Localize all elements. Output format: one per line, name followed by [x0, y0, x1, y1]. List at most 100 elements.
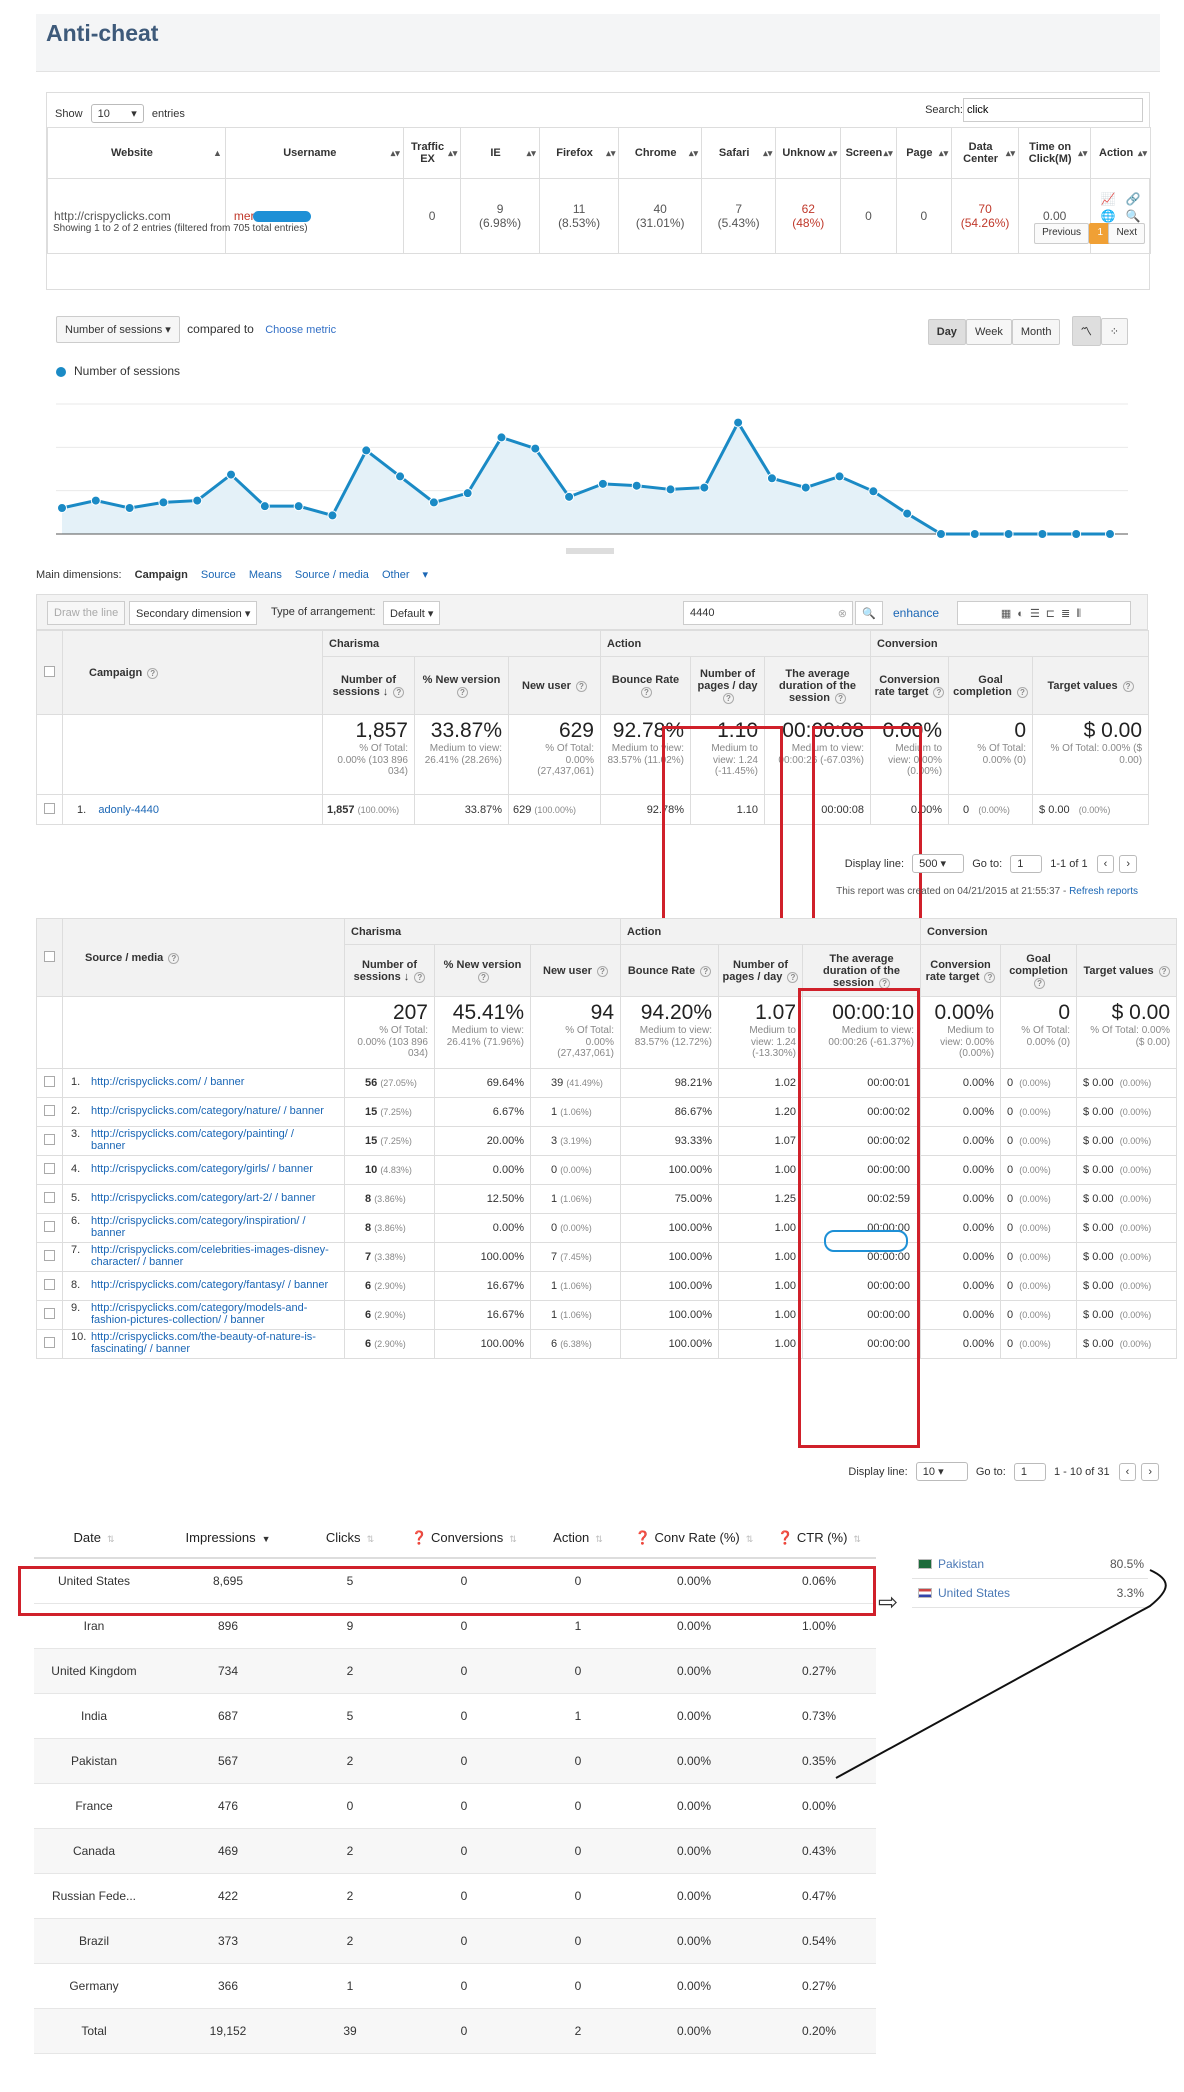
- col-firefox[interactable]: Firefox ▴▾: [538, 127, 620, 179]
- source-link[interactable]: http://crispyclicks.com/the-beauty-of-na…: [91, 1331, 316, 1355]
- data-point[interactable]: [564, 491, 575, 502]
- row-checkbox[interactable]: [44, 1279, 55, 1290]
- row-checkbox[interactable]: [44, 1134, 55, 1145]
- region-name[interactable]: Pakistan: [938, 1557, 985, 1571]
- next-button[interactable]: Next: [1108, 223, 1145, 244]
- dim-campaign[interactable]: Campaign: [134, 569, 188, 581]
- metric-select[interactable]: Number of sessions ▾: [56, 316, 180, 343]
- filter-input[interactable]: 4440 ⊗: [683, 601, 853, 625]
- col-ctr-[interactable]: ❓ CTR (%) ⇅: [762, 1518, 876, 1559]
- draw-line-button[interactable]: Draw the line: [47, 601, 126, 625]
- col-1[interactable]: % New version ?: [434, 944, 531, 997]
- data-point[interactable]: [834, 471, 845, 482]
- row-checkbox[interactable]: [44, 1105, 55, 1116]
- col-2[interactable]: New user ?: [508, 656, 601, 715]
- secondary-dimension-select[interactable]: Secondary dimension ▾: [129, 601, 258, 625]
- data-point[interactable]: [395, 471, 406, 482]
- col-4[interactable]: Number of pages / day ?: [718, 944, 803, 997]
- data-point[interactable]: [597, 478, 608, 489]
- source-link[interactable]: http://crispyclicks.com/category/art-2/ …: [91, 1192, 316, 1205]
- row-checkbox[interactable]: [44, 1337, 55, 1348]
- region-name[interactable]: United States: [938, 1586, 1011, 1600]
- data-point[interactable]: [57, 503, 67, 513]
- data-point[interactable]: [1037, 529, 1048, 539]
- col-8[interactable]: Target values ?: [1076, 944, 1178, 997]
- data-point[interactable]: [935, 529, 946, 539]
- motion-chart-icon[interactable]: ⁘: [1100, 318, 1128, 345]
- col-3[interactable]: Bounce Rate ?: [620, 944, 719, 997]
- enhance-link[interactable]: enhance: [893, 606, 940, 620]
- search-icon[interactable]: 🔍: [1125, 209, 1141, 223]
- data-point[interactable]: [226, 469, 237, 480]
- col-clicks[interactable]: Clicks ⇅: [302, 1518, 398, 1559]
- data-point[interactable]: [665, 484, 676, 495]
- col-action[interactable]: Action ⇅: [530, 1518, 626, 1559]
- col-campaign[interactable]: Campaign ?: [62, 630, 323, 715]
- dim-means[interactable]: Means: [248, 569, 282, 581]
- source-link[interactable]: http://crispyclicks.com/ / banner: [91, 1076, 245, 1089]
- search-input[interactable]: [963, 98, 1143, 122]
- source-link[interactable]: http://crispyclicks.com/category/inspira…: [91, 1215, 306, 1239]
- view-switcher-icons[interactable]: ▦◐☰⊏≣⦀: [957, 601, 1131, 625]
- col-0[interactable]: Number of sessions ↓ ?: [322, 656, 415, 715]
- col-7[interactable]: Goal completion ?: [948, 656, 1034, 715]
- source-link[interactable]: http://crispyclicks.com/category/girls/ …: [91, 1163, 313, 1176]
- col-traffic-ex[interactable]: Traffic EX ▴▾: [402, 127, 462, 179]
- col-ie[interactable]: IE ▴▾: [460, 127, 540, 179]
- col-screen[interactable]: Screen ▴▾: [840, 127, 897, 179]
- data-point[interactable]: [699, 482, 710, 493]
- data-point[interactable]: [766, 473, 777, 484]
- col-8[interactable]: Target values ?: [1032, 656, 1150, 715]
- data-point[interactable]: [259, 501, 270, 512]
- week-button[interactable]: Week: [965, 319, 1012, 345]
- data-point[interactable]: [361, 445, 372, 456]
- col-date[interactable]: Date ⇅: [34, 1518, 154, 1559]
- previous-button[interactable]: Previous: [1034, 223, 1089, 244]
- select-all-checkbox[interactable]: [44, 950, 55, 962]
- line-chart-icon[interactable]: 〽: [1071, 316, 1101, 346]
- col-conversions[interactable]: ❓ Conversions ⇅: [398, 1518, 530, 1559]
- dim-source[interactable]: Source: [200, 569, 236, 581]
- col-source-media[interactable]: Source / media ?: [62, 918, 345, 997]
- source-link[interactable]: http://crispyclicks.com/category/models-…: [91, 1302, 308, 1326]
- col-6[interactable]: Conversion rate target ?: [870, 656, 950, 715]
- data-point[interactable]: [90, 495, 101, 506]
- display-line-select[interactable]: 500 ▾: [912, 854, 965, 873]
- col-4[interactable]: Number of pages / day ?: [690, 656, 765, 715]
- col-unknow[interactable]: Unknow ▴▾: [775, 127, 842, 179]
- col-action[interactable]: Action ▴▾: [1090, 127, 1151, 179]
- data-point[interactable]: [462, 488, 473, 499]
- col-conv-rate-[interactable]: ❓ Conv Rate (%) ⇅: [626, 1518, 762, 1559]
- data-point[interactable]: [158, 497, 169, 508]
- goto-input[interactable]: 1: [1010, 855, 1043, 873]
- clear-icon[interactable]: ⊗: [837, 608, 847, 620]
- data-point[interactable]: [293, 501, 304, 512]
- data-point[interactable]: [192, 495, 203, 506]
- data-point[interactable]: [327, 510, 338, 521]
- data-point[interactable]: [969, 529, 980, 539]
- prev-page-icon[interactable]: ‹: [1096, 855, 1115, 873]
- campaign-link[interactable]: adonly-4440: [98, 803, 159, 816]
- row-checkbox[interactable]: [44, 1163, 55, 1174]
- row-checkbox[interactable]: [44, 1192, 55, 1203]
- source-link[interactable]: http://crispyclicks.com/category/fantasy…: [91, 1279, 329, 1292]
- resize-handle[interactable]: [566, 548, 614, 554]
- search-icon[interactable]: 🔍: [855, 601, 883, 625]
- data-point[interactable]: [1071, 529, 1082, 539]
- row-checkbox[interactable]: [44, 1308, 55, 1319]
- source-link[interactable]: http://crispyclicks.com/category/paintin…: [91, 1128, 294, 1152]
- prev-page-icon[interactable]: ‹: [1118, 1463, 1137, 1481]
- data-point[interactable]: [733, 417, 744, 428]
- link-icon[interactable]: 🔗: [1125, 192, 1141, 206]
- col-page[interactable]: Page ▴▾: [895, 127, 953, 179]
- col-chrome[interactable]: Chrome ▴▾: [618, 127, 703, 179]
- source-link[interactable]: http://crispyclicks.com/category/nature/…: [91, 1105, 324, 1118]
- data-point[interactable]: [631, 480, 642, 491]
- col-time-on-click[interactable]: Time on Click(M) ▴▾: [1018, 127, 1092, 179]
- goto-input[interactable]: 1: [1013, 1463, 1046, 1481]
- next-page-icon[interactable]: ›: [1119, 855, 1137, 873]
- source-link[interactable]: http://crispyclicks.com/celebrities-imag…: [91, 1244, 329, 1268]
- select-all-checkbox[interactable]: [44, 665, 55, 677]
- data-point[interactable]: [496, 432, 507, 443]
- dim-other[interactable]: Other ▾: [381, 569, 429, 581]
